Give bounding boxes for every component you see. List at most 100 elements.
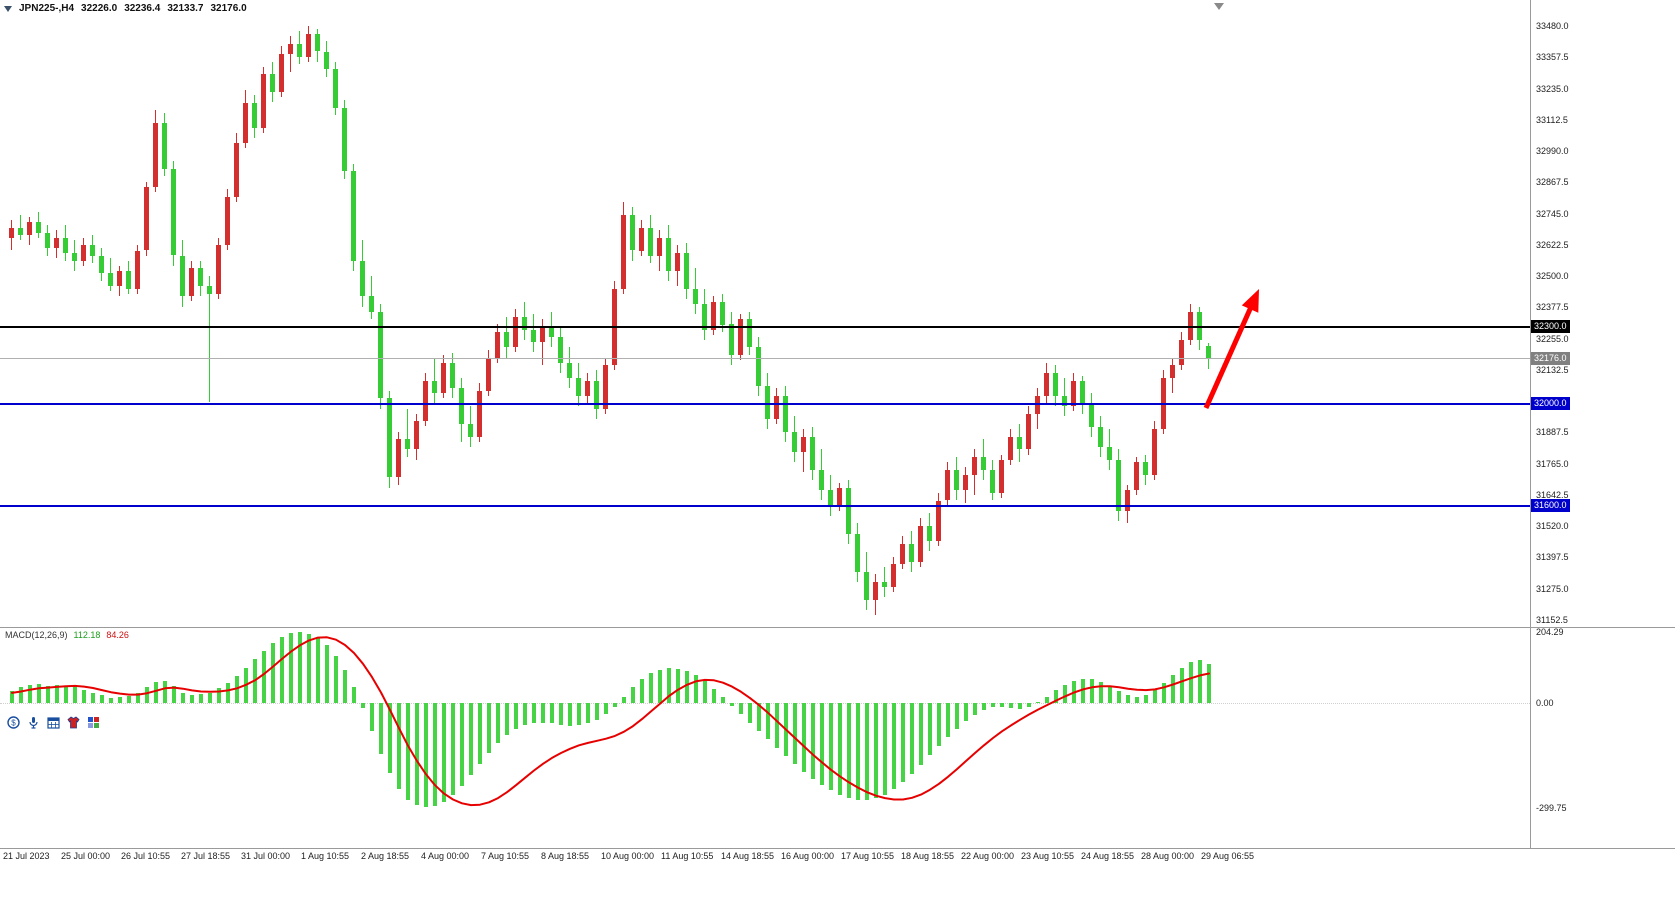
calendar-icon[interactable] — [46, 715, 61, 730]
macd-bar — [172, 686, 176, 703]
macd-bar — [73, 687, 77, 703]
macd-bar — [244, 668, 248, 703]
horizontal-level-line[interactable] — [0, 326, 1530, 328]
macd-bar — [10, 690, 14, 703]
macd-bar — [334, 655, 338, 703]
macd-zero-line — [0, 703, 1530, 704]
macd-bar — [973, 703, 977, 715]
indicator-panel-separator[interactable] — [0, 627, 1675, 628]
time-axis[interactable]: 21 Jul 2023 25 Jul 00:00 26 Jul 10:55 27 Ju… — [0, 851, 1675, 865]
time-axis-label: 2 Aug 18:55 — [361, 851, 410, 861]
candle-wick — [209, 276, 210, 403]
candle-body — [783, 395, 788, 432]
macd-bar — [199, 694, 203, 703]
candle-body — [333, 69, 338, 108]
horizontal-level-line[interactable] — [0, 402, 1530, 405]
macd-bar — [1144, 694, 1148, 703]
macd-value: 112.18 — [73, 630, 101, 640]
candle-body — [666, 237, 671, 271]
candle-body — [45, 232, 50, 248]
candle-body — [135, 250, 140, 289]
time-axis-label: 21 Jul 2023 — [3, 851, 50, 861]
macd-bar — [775, 703, 779, 748]
candle-body — [495, 332, 500, 358]
time-axis-label: 24 Aug 18:55 — [1081, 851, 1135, 861]
macd-bar — [1135, 696, 1139, 703]
candle-body — [18, 227, 23, 236]
macd-bar — [163, 681, 167, 703]
symbol-dropdown-icon[interactable] — [4, 5, 12, 12]
macd-bar — [865, 703, 869, 800]
macd-bar — [550, 703, 554, 724]
candle-wick — [407, 408, 408, 458]
candle-body — [774, 395, 779, 419]
candle-body — [693, 288, 698, 304]
shirt-icon[interactable] — [66, 715, 81, 730]
macd-bar — [217, 688, 221, 703]
macd-bar — [505, 703, 509, 736]
time-axis-label: 29 Aug 06:55 — [1201, 851, 1255, 861]
candle-body — [180, 255, 185, 297]
macd-bar — [757, 703, 761, 731]
open-value: 32226.0 — [81, 3, 118, 14]
candle-body — [468, 423, 473, 437]
macd-bar — [361, 703, 365, 709]
microphone-icon[interactable] — [26, 715, 41, 730]
macd-bar — [91, 692, 95, 703]
candle-body — [144, 186, 149, 251]
price-axis-label: 32255.0 — [1536, 333, 1569, 344]
time-axis-label: 17 Aug 10:55 — [841, 851, 895, 861]
macd-bar — [838, 703, 842, 795]
candle-body — [1053, 372, 1058, 396]
low-value: 32133.7 — [167, 3, 204, 14]
candle-body — [873, 582, 878, 600]
macd-bar — [397, 703, 401, 789]
candle-body — [198, 268, 203, 287]
candle-body — [621, 214, 626, 289]
candle-body — [486, 357, 491, 391]
price-axis-label: 32622.5 — [1536, 239, 1569, 250]
candle-body — [630, 214, 635, 251]
macd-bar — [1090, 679, 1094, 703]
macd-bar — [622, 696, 626, 703]
chart-shift-marker-icon[interactable] — [1214, 3, 1224, 10]
candle-body — [855, 533, 860, 572]
candle-body — [306, 33, 311, 57]
candle-body — [585, 380, 590, 396]
candle-body — [891, 564, 896, 588]
candle-body — [360, 260, 365, 297]
macd-indicator-title: MACD(12,26,9) 112.18 84.26 — [5, 630, 129, 640]
candle-body — [189, 268, 194, 297]
candle-body — [567, 362, 572, 378]
macd-bar — [613, 703, 617, 707]
macd-bar — [379, 703, 383, 754]
candle-body — [423, 380, 428, 422]
candle-body — [279, 54, 284, 93]
price-axis-label: 32990.0 — [1536, 146, 1569, 156]
candle-body — [648, 227, 653, 256]
horizontal-level-line[interactable] — [0, 358, 1530, 360]
price-axis-label: 33357.5 — [1536, 52, 1569, 63]
quotes-grid-icon[interactable] — [86, 715, 101, 730]
horizontal-level-line[interactable] — [0, 504, 1530, 507]
candle-body — [378, 311, 383, 399]
macd-bar — [109, 697, 113, 703]
macd-bar — [136, 693, 140, 703]
macd-bar — [631, 687, 635, 703]
candle-body — [900, 543, 905, 565]
macd-bar — [766, 703, 770, 740]
candle-body — [639, 227, 644, 251]
time-axis-label: 28 Aug 00:00 — [1141, 851, 1195, 861]
candle-body — [675, 253, 680, 271]
macd-bar — [118, 696, 122, 703]
candle-body — [369, 296, 374, 312]
candle-body — [837, 487, 842, 506]
candle-body — [342, 107, 347, 172]
macd-bar — [784, 703, 788, 757]
candle-body — [288, 43, 293, 54]
candle-body — [549, 327, 554, 338]
macd-bar — [442, 703, 446, 802]
candle-body — [1098, 426, 1103, 447]
price-chart-area[interactable] — [0, 0, 1530, 848]
dollar-icon[interactable]: $ — [6, 715, 21, 730]
